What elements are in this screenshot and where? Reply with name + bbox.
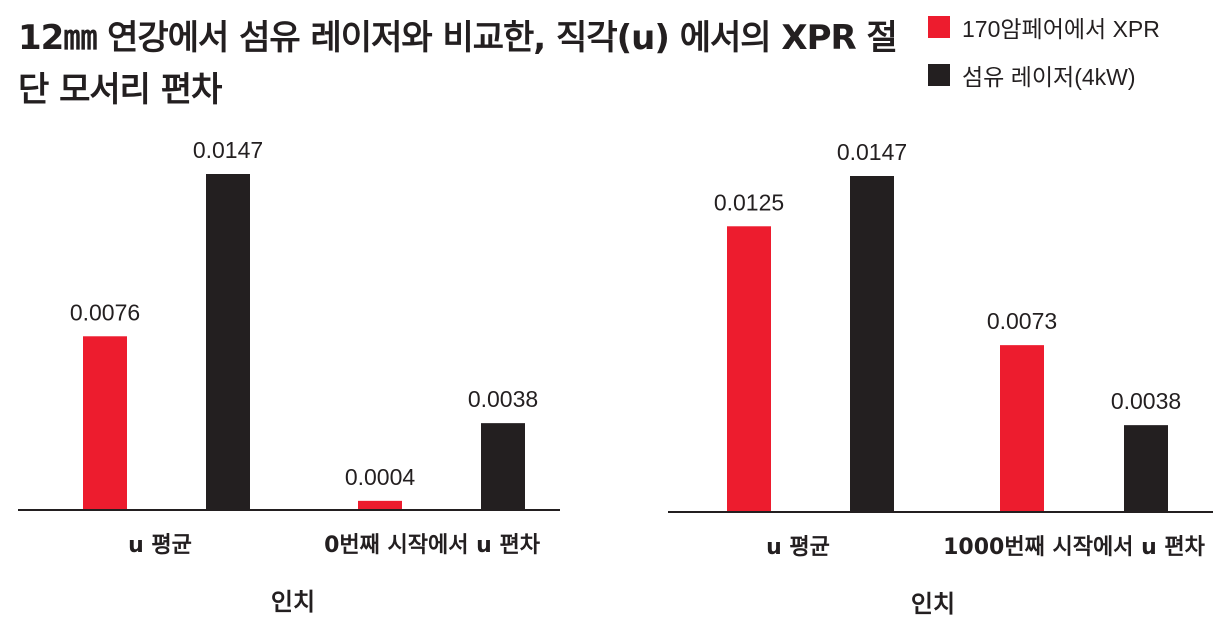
bar-2-1-2 [850,176,894,512]
legend-label-fiber-laser: 섬유 레이저(4kW) [962,64,1136,90]
legend-label-xpr: 170암페어에서 XPR [962,16,1160,42]
legend-swatch-fiber-laser [928,64,950,86]
bar-2-2-2 [1124,425,1168,512]
bar-2-1-1 [727,226,771,513]
bar-value-label: 0.0038 [1111,388,1181,414]
x-axis-title: 인치 [271,588,315,616]
bar-1-1-1 [83,336,127,510]
bar-value-label: 0.0125 [714,189,784,215]
bar-value-label: 0.0004 [345,464,416,490]
bar-1-2-1 [358,500,402,510]
bar-value-label: 0.0147 [193,137,263,163]
category-label: 1000번째 시작에서 u 편차 [943,535,1206,560]
bar-value-label: 0.0076 [70,299,140,325]
category-label: u 평균 [128,533,192,558]
bar-value-label: 0.0038 [468,386,538,412]
chart-panel-2: 0.0125 0.0147 u 평균 0.0073 0.0038 1000번째 시작에서 … [668,139,1213,618]
chart-title: 12㎜ 연강에서 섬유 레이저와 비교한, 직각(u) 에서의 XPR 절단 모… [18,18,898,110]
category-label: u 평균 [766,535,830,560]
x-axis-title: 인치 [911,590,955,618]
chart-panel-1: 0.0076 0.0147 u 평균 0.0004 0.0038 0번째 시작에서 u 편… [18,137,560,616]
legend-item-fiber-laser: 섬유 레이저(4kW) [928,56,1228,94]
category-label: 0번째 시작에서 u 편차 [324,533,541,558]
bar-1-1-2 [206,174,250,510]
bar-1-2-2 [481,423,525,510]
bar-value-label: 0.0147 [837,139,907,165]
bar-value-label: 0.0073 [987,308,1057,334]
legend-swatch-xpr [928,16,950,38]
bar-2-2-1 [1000,345,1044,512]
legend-item-xpr: 170암페어에서 XPR [928,8,1228,46]
legend: 170암페어에서 XPR 섬유 레이저(4kW) [928,8,1228,104]
